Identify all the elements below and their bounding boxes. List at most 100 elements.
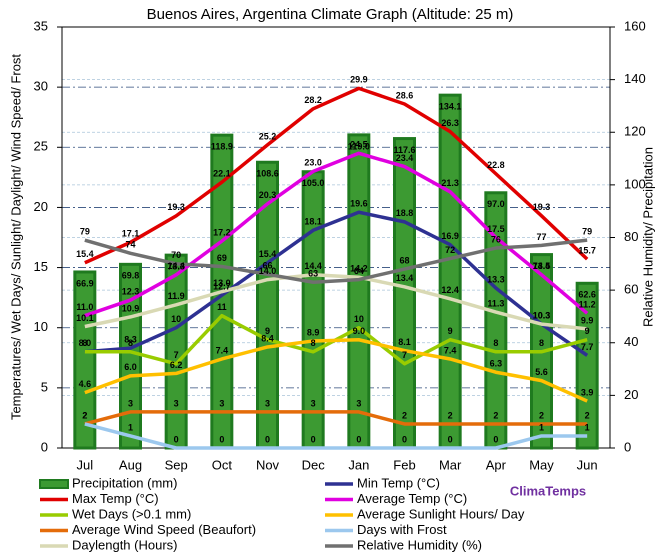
data-label: 14.4 <box>304 261 322 271</box>
data-label: 8 <box>128 338 133 348</box>
data-label: 21.3 <box>441 178 459 188</box>
data-label: 18.1 <box>304 217 322 227</box>
bar <box>393 137 416 450</box>
data-label: 69.8 <box>122 271 140 281</box>
series-line <box>84 422 588 450</box>
data-label: 2 <box>402 410 407 420</box>
data-label: 0 <box>448 434 453 444</box>
data-label: 23.0 <box>304 158 322 168</box>
data-label: 6.2 <box>170 360 183 370</box>
y-tick-label: 15 <box>34 259 48 274</box>
y2-tick-label: 20 <box>624 387 638 402</box>
legend-label: Average Sunlight Hours/ Day <box>357 506 525 521</box>
data-label: 8.9 <box>307 327 320 337</box>
data-label: 72 <box>445 245 455 255</box>
data-label: 9.0 <box>353 326 366 336</box>
data-label: 63 <box>308 269 318 279</box>
data-label: 10.1 <box>76 313 94 323</box>
series-line <box>84 210 589 357</box>
data-label: 10.9 <box>122 303 140 313</box>
data-label: 10 <box>171 314 181 324</box>
x-tick-label: May <box>529 457 554 472</box>
x-tick-label: Mar <box>439 457 462 472</box>
data-label: 23.4 <box>396 153 414 163</box>
data-label: 7.4 <box>216 345 229 355</box>
data-label: 66.9 <box>76 278 94 288</box>
data-label: 17.1 <box>122 229 140 239</box>
data-label: 7.7 <box>581 342 594 352</box>
data-label: 0 <box>265 434 270 444</box>
legend-label: Max Temp (°C) <box>72 491 159 506</box>
legend-label: Average Temp (°C) <box>357 491 467 506</box>
data-label: 13.3 <box>487 274 505 284</box>
data-label: 134.1 <box>439 102 462 112</box>
legend-label: Precipitation (mm) <box>72 475 177 490</box>
data-label: 11 <box>217 302 227 312</box>
data-label: 0 <box>356 434 361 444</box>
data-label: 19.3 <box>167 202 185 212</box>
data-label: 3.9 <box>581 387 594 397</box>
data-label: 66 <box>262 261 272 271</box>
y2-tick-label: 0 <box>624 439 631 454</box>
data-label: 6.0 <box>124 362 137 372</box>
y-tick-label: 5 <box>41 379 48 394</box>
data-label: 2 <box>585 410 590 420</box>
legend-label: Average Wind Speed (Beaufort) <box>72 522 256 537</box>
x-tick-label: Jul <box>77 457 94 472</box>
bar <box>438 93 462 450</box>
data-label: 14.0 <box>259 266 277 276</box>
data-label: 3 <box>219 398 224 408</box>
legend-label: Wet Days (>0.1 mm) <box>72 506 191 521</box>
data-label: 69 <box>217 253 227 263</box>
data-label: 119.0 <box>348 141 370 151</box>
y2-tick-label: 120 <box>624 124 646 139</box>
x-tick-label: Sep <box>165 457 188 472</box>
data-label: 24.5 <box>350 140 368 150</box>
data-label: 118.9 <box>211 142 233 152</box>
data-label: 15.4 <box>259 249 277 259</box>
data-label: 12.3 <box>122 286 140 296</box>
data-label: 0 <box>311 434 316 444</box>
data-label: 11.3 <box>487 298 504 308</box>
data-label: 11.2 <box>579 300 596 310</box>
legend-swatch <box>39 479 69 489</box>
data-label: 8.0 <box>79 338 92 348</box>
data-label: 7 <box>402 350 407 360</box>
legend-label: Daylength (Hours) <box>72 537 178 552</box>
y2-tick-label: 160 <box>624 18 646 33</box>
data-label: 9 <box>265 326 270 336</box>
legend-label: Days with Frost <box>357 522 447 537</box>
data-label: 11.9 <box>168 291 185 301</box>
data-label: 10.3 <box>533 310 551 320</box>
y-tick-label: 20 <box>34 199 48 214</box>
data-label: 5.6 <box>535 367 548 377</box>
chart-title: Buenos Aires, Argentina Climate Graph (A… <box>147 6 514 23</box>
data-label: 73.3 <box>167 262 185 272</box>
legend-label: Min Temp (°C) <box>357 475 440 490</box>
data-label: 3 <box>311 398 316 408</box>
y2-tick-label: 80 <box>624 229 638 244</box>
x-tick-label: Nov <box>256 457 280 472</box>
x-tick-label: Jan <box>348 457 369 472</box>
y-tick-label: 35 <box>34 18 48 33</box>
data-label: 19.3 <box>533 202 551 212</box>
data-label: 3 <box>265 398 270 408</box>
y-tick-label: 0 <box>41 439 48 454</box>
data-label: 9.9 <box>581 315 594 325</box>
data-label: 1 <box>128 422 133 432</box>
data-label: 7.4 <box>444 345 457 355</box>
series-line <box>84 238 588 284</box>
data-label: 22.8 <box>487 160 505 170</box>
data-label: 12.7 <box>213 282 231 292</box>
data-label: 76 <box>491 234 501 244</box>
data-label: 8 <box>539 338 544 348</box>
data-label: 9 <box>585 326 590 336</box>
data-label: 79 <box>582 227 592 237</box>
y2-axis-title: Relative Humidity/ Precipitation <box>640 147 655 327</box>
data-label: 12.4 <box>441 285 459 295</box>
data-label: 8 <box>311 338 316 348</box>
series-line <box>84 151 589 318</box>
data-label: 1 <box>585 422 590 432</box>
x-tick-label: Aug <box>119 457 142 472</box>
